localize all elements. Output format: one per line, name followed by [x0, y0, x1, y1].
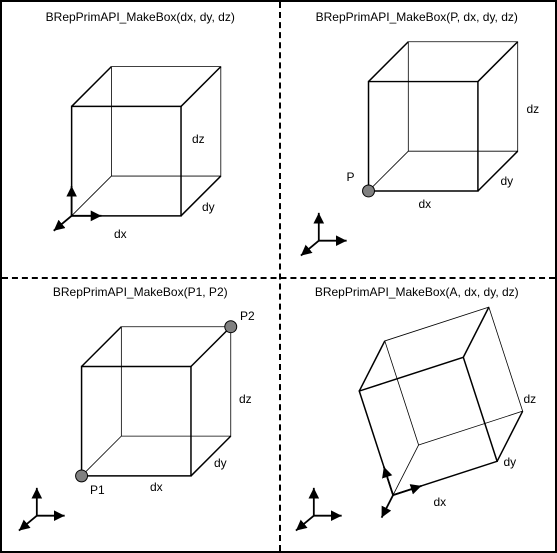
panel-bl: BRepPrimAPI_MakeBox(P1, P2): [2, 277, 279, 552]
box-tl-svg: [2, 2, 279, 277]
label-br-dx: dx: [434, 495, 447, 509]
label-tr-dy: dy: [501, 174, 514, 188]
label-tl-dy: dy: [202, 200, 215, 214]
label-bl-dz: dz: [239, 392, 252, 406]
label-bl-dy: dy: [214, 456, 227, 470]
panel-br: BRepPrimAPI_MakeBox(A, dx, dy, dz): [279, 277, 556, 552]
box-tr-svg: [279, 2, 556, 277]
label-tr-dx: dx: [419, 197, 432, 211]
label-bl-dx: dx: [150, 480, 163, 494]
diagram-grid: BRepPrimAPI_MakeBox(dx, dy, dz) dz: [0, 0, 557, 553]
box-br-svg: [279, 277, 556, 552]
label-tr-dz: dz: [527, 102, 540, 116]
label-tl-dz: dz: [192, 132, 205, 146]
label-bl-P1: P1: [90, 483, 105, 497]
label-br-dy: dy: [504, 455, 517, 469]
panel-tr: BRepPrimAPI_MakeBox(P, dx, dy, dz): [279, 2, 556, 277]
panel-tl: BRepPrimAPI_MakeBox(dx, dy, dz) dz: [2, 2, 279, 277]
label-br-dz: dz: [524, 392, 537, 406]
label-bl-P2: P2: [240, 309, 255, 323]
label-tr-P: P: [347, 170, 355, 184]
box-bl-svg: [2, 277, 279, 552]
label-tl-dx: dx: [114, 227, 127, 241]
